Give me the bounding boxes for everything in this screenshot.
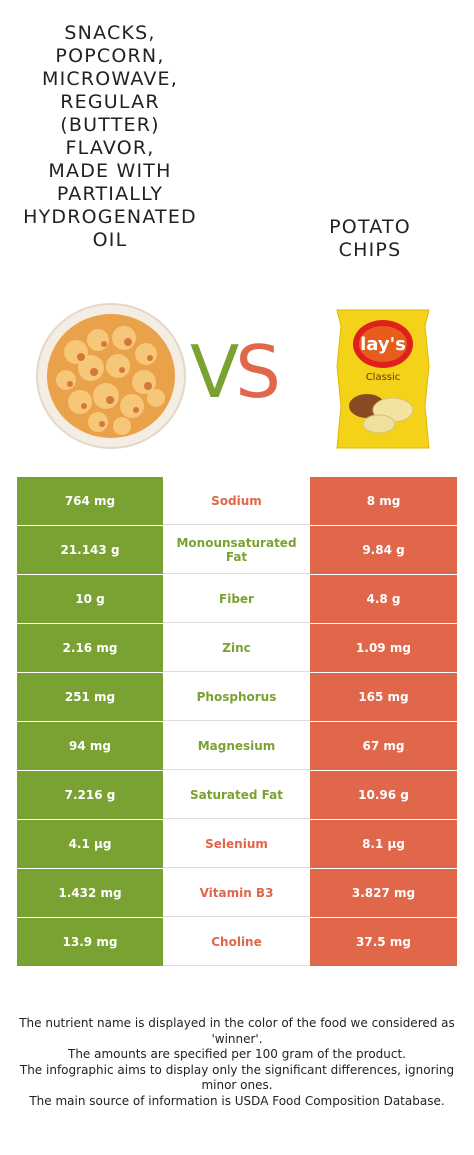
- nutrient-name: Fiber: [163, 575, 310, 623]
- table-row: 4.1 µg Selenium 8.1 µg: [17, 820, 457, 869]
- title-line: POTATO: [329, 216, 411, 238]
- left-value: 2.16 mg: [17, 624, 163, 672]
- right-value: 37.5 mg: [310, 918, 457, 966]
- nutrient-name: Magnesium: [163, 722, 310, 770]
- nutrient-comparison-table: 764 mg Sodium 8 mg 21.143 g Monounsaturated …: [17, 477, 457, 967]
- vs-s: S: [235, 330, 281, 414]
- left-value: 94 mg: [17, 722, 163, 770]
- bag-brand-text: lay's: [360, 334, 406, 355]
- nutrient-name: Sodium: [163, 477, 310, 525]
- nutrient-name: Monounsaturated Fat: [163, 526, 310, 574]
- right-value: 10.96 g: [310, 771, 457, 819]
- title-line: MADE WITH: [48, 160, 172, 182]
- popcorn-image: [36, 303, 186, 449]
- footer-line-1: The nutrient name is displayed in the co…: [19, 1016, 455, 1046]
- title-line: HYDROGENATED: [23, 206, 197, 228]
- left-value: 764 mg: [17, 477, 163, 525]
- right-value: 8.1 µg: [310, 820, 457, 868]
- left-food-title: SNACKS, POPCORN, MICROWAVE, REGULAR (BUTTER)…: [10, 22, 210, 252]
- potato-chips-image: lay's Classic: [336, 309, 430, 449]
- nutrient-name: Vitamin B3: [163, 869, 310, 917]
- table-row: 1.432 mg Vitamin B3 3.827 mg: [17, 869, 457, 918]
- right-value: 8 mg: [310, 477, 457, 525]
- left-value: 10 g: [17, 575, 163, 623]
- nutrient-name: Choline: [163, 918, 310, 966]
- vs-label: VS: [190, 330, 281, 414]
- nutrient-name: Zinc: [163, 624, 310, 672]
- title-line: MICROWAVE,: [42, 68, 178, 90]
- footer-notes: The nutrient name is displayed in the co…: [16, 1016, 458, 1109]
- left-value: 21.143 g: [17, 526, 163, 574]
- left-value: 4.1 µg: [17, 820, 163, 868]
- nutrient-name: Phosphorus: [163, 673, 310, 721]
- right-food-title: POTATO CHIPS: [300, 216, 440, 262]
- table-row: 7.216 g Saturated Fat 10.96 g: [17, 771, 457, 820]
- right-value: 9.84 g: [310, 526, 457, 574]
- right-value: 3.827 mg: [310, 869, 457, 917]
- right-value: 165 mg: [310, 673, 457, 721]
- table-row: 2.16 mg Zinc 1.09 mg: [17, 624, 457, 673]
- table-row: 251 mg Phosphorus 165 mg: [17, 673, 457, 722]
- table-row: 13.9 mg Choline 37.5 mg: [17, 918, 457, 967]
- nutrient-name: Saturated Fat: [163, 771, 310, 819]
- table-row: 10 g Fiber 4.8 g: [17, 575, 457, 624]
- left-value: 7.216 g: [17, 771, 163, 819]
- title-line: OIL: [92, 229, 128, 251]
- title-line: REGULAR: [60, 91, 160, 113]
- title-line: PARTIALLY: [56, 183, 164, 205]
- footer-line-3: The infographic aims to display only the…: [19, 1062, 455, 1093]
- right-value: 67 mg: [310, 722, 457, 770]
- left-value: 13.9 mg: [17, 918, 163, 966]
- table-row: 21.143 g Monounsaturated Fat 9.84 g: [17, 526, 457, 575]
- right-value: 4.8 g: [310, 575, 457, 623]
- title-line: POPCORN,: [55, 45, 165, 67]
- title-line: (BUTTER): [60, 114, 160, 136]
- nutrient-name: Selenium: [163, 820, 310, 868]
- table-row: 764 mg Sodium 8 mg: [17, 477, 457, 526]
- footer-line-2: The amounts are specified per 100 gram o…: [67, 1047, 406, 1061]
- right-value: 1.09 mg: [310, 624, 457, 672]
- table-row: 94 mg Magnesium 67 mg: [17, 722, 457, 771]
- left-value: 1.432 mg: [17, 869, 163, 917]
- footer-line-4: The main source of information is USDA F…: [29, 1093, 445, 1108]
- bag-variant-text: Classic: [366, 372, 401, 383]
- left-value: 251 mg: [17, 673, 163, 721]
- title-line: SNACKS,: [64, 22, 156, 44]
- title-line: CHIPS: [338, 239, 402, 261]
- title-line: FLAVOR,: [65, 137, 155, 159]
- vs-v: V: [190, 330, 239, 414]
